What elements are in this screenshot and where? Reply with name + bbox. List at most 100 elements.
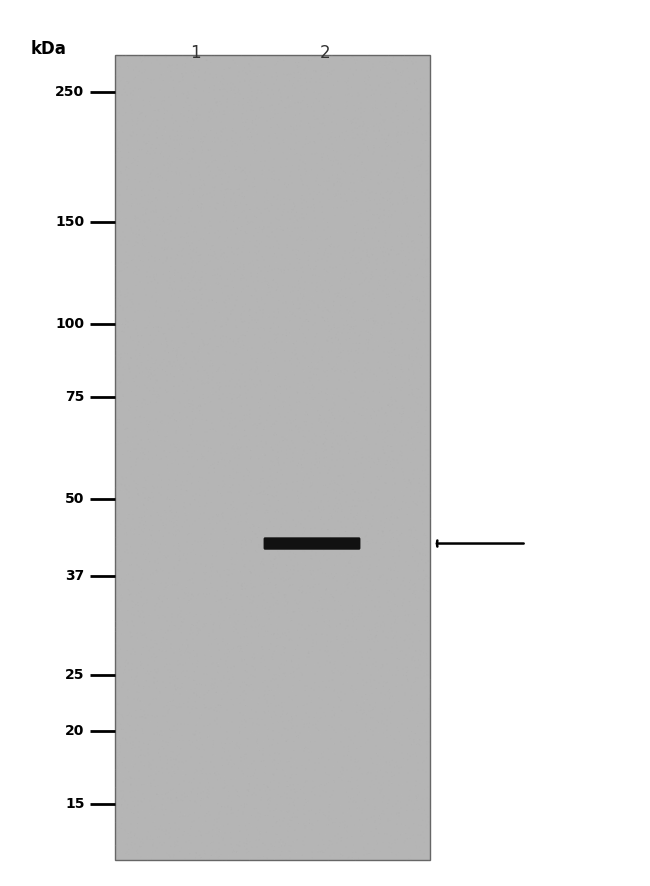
Point <box>209 812 220 827</box>
Point <box>126 630 136 644</box>
Point <box>411 74 422 89</box>
Point <box>309 361 319 375</box>
Point <box>157 676 168 690</box>
Point <box>298 454 308 468</box>
Point <box>355 761 365 775</box>
Point <box>187 101 197 115</box>
Point <box>122 48 132 62</box>
Point <box>323 494 333 509</box>
Point <box>343 447 354 461</box>
Point <box>421 680 431 694</box>
Point <box>339 459 349 473</box>
Point <box>360 179 370 193</box>
Point <box>423 447 434 462</box>
Point <box>272 745 283 759</box>
Point <box>274 670 285 684</box>
Point <box>259 688 270 702</box>
Point <box>343 567 353 581</box>
Point <box>276 543 287 557</box>
Point <box>166 413 177 427</box>
Point <box>249 802 259 816</box>
Point <box>413 745 423 759</box>
Point <box>176 175 187 189</box>
Point <box>347 570 358 584</box>
Point <box>122 56 133 70</box>
Point <box>331 363 341 377</box>
Point <box>367 325 377 339</box>
Point <box>158 767 168 781</box>
Point <box>192 702 202 716</box>
Point <box>213 261 224 276</box>
Point <box>306 475 317 489</box>
Point <box>132 117 142 131</box>
Point <box>133 239 143 253</box>
Point <box>250 563 260 577</box>
Point <box>174 388 184 402</box>
Point <box>155 416 166 430</box>
Point <box>380 263 390 277</box>
Point <box>303 93 313 107</box>
Point <box>203 827 213 841</box>
Point <box>122 615 132 629</box>
Point <box>206 49 216 63</box>
Point <box>169 552 179 566</box>
Point <box>239 190 250 204</box>
Point <box>133 685 144 699</box>
Point <box>409 520 419 534</box>
Point <box>293 56 304 70</box>
Point <box>121 752 131 766</box>
Point <box>370 645 380 659</box>
Point <box>394 610 404 625</box>
Point <box>283 439 294 453</box>
Point <box>337 82 347 97</box>
Point <box>220 183 231 197</box>
Point <box>257 743 268 758</box>
Point <box>185 400 195 414</box>
Point <box>350 399 360 413</box>
Point <box>174 804 184 818</box>
Point <box>177 184 188 198</box>
Point <box>131 778 142 792</box>
Point <box>156 576 166 590</box>
Point <box>116 799 127 813</box>
Point <box>201 267 211 281</box>
Point <box>272 51 283 65</box>
Point <box>190 478 200 492</box>
Point <box>296 631 306 645</box>
Point <box>307 268 318 283</box>
Point <box>170 578 181 592</box>
Point <box>161 505 171 519</box>
Point <box>373 749 384 763</box>
Point <box>384 266 395 280</box>
Point <box>328 168 338 183</box>
Point <box>307 845 317 859</box>
Point <box>374 782 385 797</box>
Point <box>365 408 376 423</box>
Point <box>266 430 276 444</box>
Point <box>397 193 408 207</box>
Point <box>133 846 143 860</box>
Point <box>333 626 343 641</box>
Point <box>291 846 302 860</box>
Point <box>300 167 311 181</box>
Point <box>385 374 396 388</box>
Point <box>328 299 339 313</box>
Point <box>116 151 127 165</box>
Point <box>348 197 359 211</box>
Point <box>138 741 148 755</box>
Point <box>373 403 384 417</box>
Point <box>415 546 425 560</box>
Point <box>325 461 335 475</box>
Point <box>293 470 304 484</box>
Point <box>346 804 357 819</box>
Point <box>291 128 301 143</box>
Point <box>363 264 373 278</box>
Point <box>287 338 298 352</box>
Point <box>255 392 266 407</box>
Point <box>237 307 247 321</box>
Point <box>269 820 280 835</box>
Point <box>265 398 276 412</box>
Point <box>155 223 165 237</box>
Point <box>259 694 270 708</box>
Point <box>419 804 430 818</box>
